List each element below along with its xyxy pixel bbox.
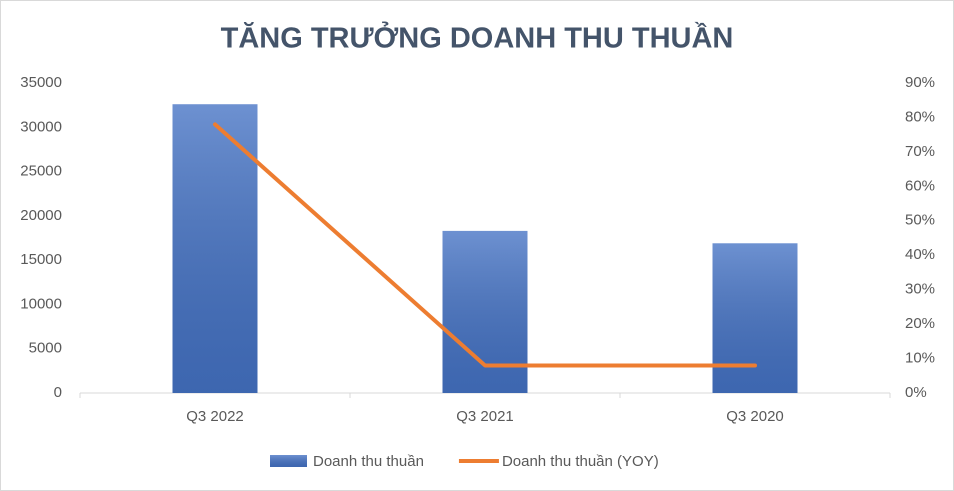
x-tick-label: Q3 2020 [726, 408, 784, 425]
y2-tick-label: 20% [905, 315, 935, 332]
chart-title: TĂNG TRƯỞNG DOANH THU THUẦN [221, 21, 734, 55]
x-tick-label: Q3 2022 [186, 408, 244, 425]
y-tick-label: 20000 [20, 207, 62, 224]
y2-tick-label: 40% [905, 246, 935, 263]
line [213, 122, 757, 368]
bar-shade [712, 243, 798, 393]
bar-shade [442, 230, 528, 393]
y-tick-label: 0 [54, 384, 62, 401]
y2-tick-label: 10% [905, 350, 935, 367]
legend-swatch-shade [270, 455, 307, 467]
y-tick-label: 35000 [20, 74, 62, 91]
y-tick-label: 30000 [20, 118, 62, 135]
bar-shade [172, 104, 258, 393]
legend-label: Doanh thu thuần (YOY) [502, 453, 659, 470]
x-tick-label: Q3 2021 [456, 408, 514, 425]
y2-tick-label: 90% [905, 74, 935, 91]
y2-tick-label: 80% [905, 108, 935, 125]
y2-tick-label: 50% [905, 212, 935, 229]
y-tick-label: 5000 [29, 340, 62, 357]
y-tick-label: 10000 [20, 295, 62, 312]
y2-tick-label: 30% [905, 281, 935, 298]
y2-tick-label: 70% [905, 143, 935, 160]
y-tick-label: 25000 [20, 163, 62, 180]
y2-tick-label: 0% [905, 384, 927, 401]
y-tick-label: 15000 [20, 251, 62, 268]
y2-tick-label: 60% [905, 177, 935, 194]
legend-label: Doanh thu thuần [313, 453, 424, 470]
